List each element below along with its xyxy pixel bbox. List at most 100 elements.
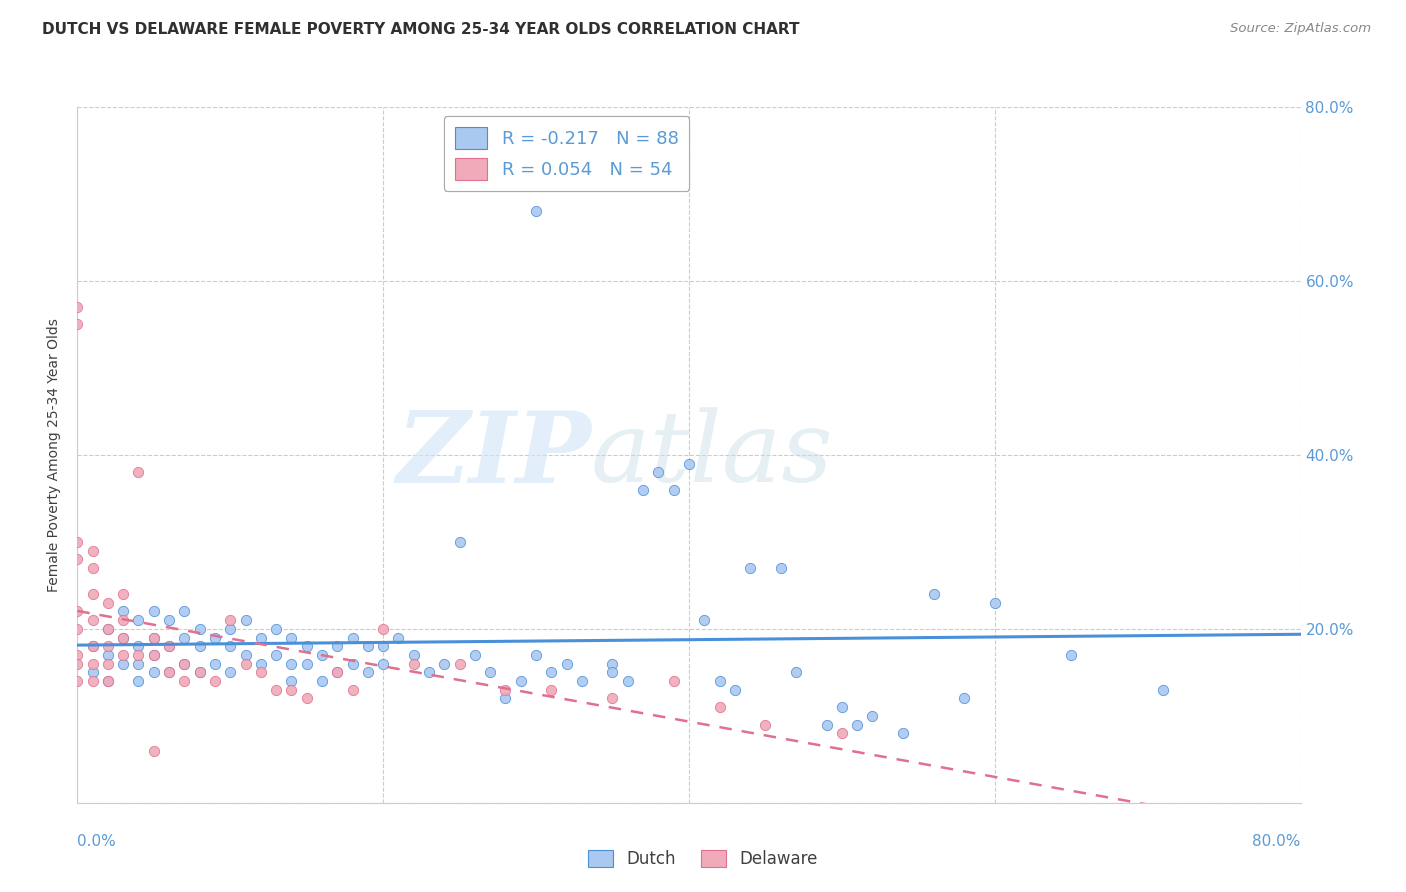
- Point: [862, 708, 884, 723]
- Point: [97, 622, 120, 636]
- Point: [433, 657, 456, 671]
- Point: [740, 561, 762, 575]
- Point: [371, 622, 394, 636]
- Point: [555, 657, 578, 671]
- Point: [280, 631, 302, 645]
- Point: [128, 674, 150, 689]
- Point: [311, 674, 333, 689]
- Point: [204, 657, 226, 671]
- Point: [264, 648, 287, 662]
- Point: [662, 483, 685, 497]
- Point: [815, 717, 838, 731]
- Point: [188, 622, 211, 636]
- Text: ZIP: ZIP: [396, 407, 591, 503]
- Point: [1060, 648, 1083, 662]
- Point: [128, 648, 150, 662]
- Point: [112, 613, 135, 627]
- Point: [280, 674, 302, 689]
- Point: [371, 657, 394, 671]
- Point: [219, 665, 242, 680]
- Point: [387, 631, 409, 645]
- Point: [82, 543, 104, 558]
- Point: [82, 587, 104, 601]
- Point: [1152, 682, 1174, 697]
- Point: [112, 657, 135, 671]
- Point: [128, 466, 150, 480]
- Point: [157, 613, 180, 627]
- Point: [82, 674, 104, 689]
- Point: [97, 674, 120, 689]
- Point: [66, 534, 89, 549]
- Point: [142, 648, 165, 662]
- Point: [754, 717, 776, 731]
- Point: [311, 648, 333, 662]
- Point: [188, 639, 211, 653]
- Point: [173, 605, 195, 619]
- Point: [280, 682, 302, 697]
- Point: [524, 204, 547, 219]
- Point: [97, 674, 120, 689]
- Point: [188, 665, 211, 680]
- Point: [82, 613, 104, 627]
- Point: [264, 682, 287, 697]
- Point: [831, 726, 853, 740]
- Point: [449, 657, 471, 671]
- Point: [112, 631, 135, 645]
- Legend: Dutch, Delaware: Dutch, Delaware: [582, 843, 824, 875]
- Point: [326, 639, 349, 653]
- Point: [662, 674, 685, 689]
- Point: [449, 534, 471, 549]
- Point: [250, 631, 273, 645]
- Point: [142, 631, 165, 645]
- Point: [97, 657, 120, 671]
- Point: [922, 587, 945, 601]
- Point: [97, 596, 120, 610]
- Point: [678, 457, 700, 471]
- Point: [571, 674, 593, 689]
- Point: [97, 639, 120, 653]
- Point: [97, 622, 120, 636]
- Point: [357, 639, 380, 653]
- Legend: R = -0.217   N = 88, R = 0.054   N = 54: R = -0.217 N = 88, R = 0.054 N = 54: [444, 116, 689, 191]
- Point: [173, 631, 195, 645]
- Point: [128, 613, 150, 627]
- Point: [66, 622, 89, 636]
- Point: [342, 631, 364, 645]
- Point: [142, 744, 165, 758]
- Point: [509, 674, 531, 689]
- Point: [831, 700, 853, 714]
- Point: [66, 318, 89, 332]
- Point: [66, 648, 89, 662]
- Point: [112, 605, 135, 619]
- Point: [418, 665, 440, 680]
- Point: [97, 648, 120, 662]
- Point: [631, 483, 654, 497]
- Point: [891, 726, 914, 740]
- Point: [357, 665, 380, 680]
- Point: [66, 674, 89, 689]
- Point: [250, 657, 273, 671]
- Point: [479, 665, 502, 680]
- Point: [112, 648, 135, 662]
- Point: [647, 466, 669, 480]
- Point: [157, 665, 180, 680]
- Point: [602, 691, 624, 706]
- Point: [693, 613, 716, 627]
- Text: Source: ZipAtlas.com: Source: ZipAtlas.com: [1230, 22, 1371, 36]
- Y-axis label: Female Poverty Among 25-34 Year Olds: Female Poverty Among 25-34 Year Olds: [48, 318, 62, 592]
- Point: [371, 639, 394, 653]
- Point: [342, 657, 364, 671]
- Point: [250, 665, 273, 680]
- Point: [264, 622, 287, 636]
- Point: [173, 657, 195, 671]
- Point: [524, 648, 547, 662]
- Point: [173, 657, 195, 671]
- Point: [295, 657, 318, 671]
- Point: [157, 639, 180, 653]
- Point: [188, 665, 211, 680]
- Point: [219, 639, 242, 653]
- Point: [402, 648, 425, 662]
- Point: [785, 665, 807, 680]
- Point: [540, 682, 562, 697]
- Point: [326, 665, 349, 680]
